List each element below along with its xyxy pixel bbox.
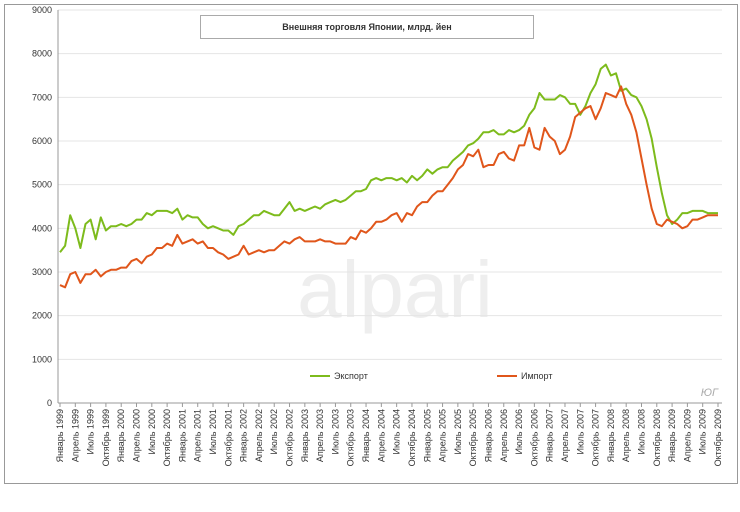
y-tick-label: 9000 (32, 5, 52, 15)
x-tick-label: Июль 2001 (208, 409, 218, 454)
line-series (59, 63, 718, 253)
x-tick-label: Октябрь 2004 (407, 409, 417, 466)
x-tick-label: Июль 2003 (330, 409, 340, 454)
corner-mark: ЮГ (701, 387, 719, 399)
x-tick-label: Июль 2005 (453, 409, 463, 454)
frame (4, 4, 738, 484)
x-tick-label: Октябрь 2003 (346, 409, 356, 466)
x-tick-label: Апрель 2003 (315, 409, 325, 462)
title-box (200, 15, 534, 39)
x-tick-label: Январь 1999 (55, 409, 65, 462)
x-tick-label: Апрель 2002 (254, 409, 264, 462)
legend-label: Импорт (521, 371, 552, 381)
x-tick-label: Январь 2006 (483, 409, 493, 462)
legend-label: Экспорт (334, 371, 368, 381)
y-tick-label: 8000 (32, 49, 52, 59)
x-tick-label: Январь 2002 (239, 409, 249, 462)
y-tick-label: 7000 (32, 92, 52, 102)
x-tick-label: Апрель 2008 (621, 409, 631, 462)
y-tick-label: 0 (47, 398, 52, 408)
x-tick-label: Июль 2007 (575, 409, 585, 454)
x-tick-label: Январь 2007 (545, 409, 555, 462)
x-tick-label: Апрель 2006 (499, 409, 509, 462)
x-tick-label: Апрель 1999 (70, 409, 80, 462)
x-tick-label: Октябрь 2008 (652, 409, 662, 466)
x-tick-label: Октябрь 2001 (223, 409, 233, 466)
x-tick-label: Июль 2009 (698, 409, 708, 454)
line-series (59, 85, 718, 289)
x-tick-label: Январь 2004 (361, 409, 371, 462)
y-tick-label: 6000 (32, 136, 52, 146)
x-tick-label: Октябрь 2009 (713, 409, 723, 466)
y-tick-label: 4000 (32, 223, 52, 233)
x-tick-label: Июль 2008 (636, 409, 646, 454)
x-tick-label: Июль 1999 (86, 409, 96, 454)
y-tick-label: 1000 (32, 354, 52, 364)
x-tick-label: Июль 2000 (147, 409, 157, 454)
x-tick-label: Октябрь 2006 (529, 409, 539, 466)
x-tick-label: Октябрь 1999 (101, 409, 111, 466)
y-tick-label: 5000 (32, 180, 52, 190)
x-tick-label: Июль 2004 (392, 409, 402, 454)
x-tick-label: Январь 2005 (422, 409, 432, 462)
x-tick-label: Январь 2000 (116, 409, 126, 462)
x-tick-label: Октябрь 2007 (591, 409, 601, 466)
x-tick-label: Апрель 2005 (438, 409, 448, 462)
x-tick-label: Июль 2006 (514, 409, 524, 454)
x-tick-label: Апрель 2000 (132, 409, 142, 462)
y-tick-label: 3000 (32, 267, 52, 277)
y-tick-label: 2000 (32, 311, 52, 321)
x-tick-label: Апрель 2001 (193, 409, 203, 462)
chart-title: Внешняя торговля Японии, млрд. йен (282, 22, 451, 32)
x-tick-label: Апрель 2004 (376, 409, 386, 462)
x-tick-label: Январь 2001 (177, 409, 187, 462)
x-tick-label: Июль 2002 (269, 409, 279, 454)
x-tick-label: Апрель 2009 (682, 409, 692, 462)
x-tick-label: Октябрь 2002 (285, 409, 295, 466)
watermark: alpari (297, 245, 493, 334)
x-tick-label: Январь 2009 (667, 409, 677, 462)
x-tick-label: Январь 2008 (606, 409, 616, 462)
x-tick-label: Апрель 2007 (560, 409, 570, 462)
x-tick-label: Октябрь 2005 (468, 409, 478, 466)
x-tick-label: Октябрь 2000 (162, 409, 172, 466)
x-tick-label: Январь 2003 (300, 409, 310, 462)
